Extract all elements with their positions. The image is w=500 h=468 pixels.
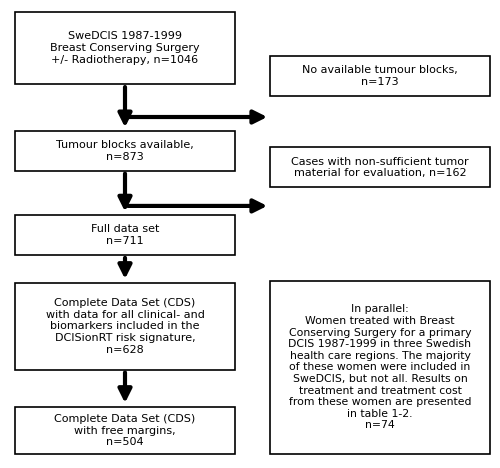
FancyBboxPatch shape — [270, 56, 490, 96]
FancyBboxPatch shape — [270, 147, 490, 187]
FancyBboxPatch shape — [15, 407, 235, 454]
Text: Tumour blocks available,
n=873: Tumour blocks available, n=873 — [56, 140, 194, 162]
Text: Complete Data Set (CDS)
with free margins,
n=504: Complete Data Set (CDS) with free margin… — [54, 414, 196, 447]
Text: Full data set
n=711: Full data set n=711 — [91, 224, 159, 246]
Text: Cases with non-sufficient tumor
material for evaluation, n=162: Cases with non-sufficient tumor material… — [291, 156, 469, 178]
FancyBboxPatch shape — [270, 281, 490, 454]
FancyBboxPatch shape — [15, 283, 235, 370]
FancyBboxPatch shape — [15, 215, 235, 255]
Text: In parallel:
Women treated with Breast
Conserving Surgery for a primary
DCIS 198: In parallel: Women treated with Breast C… — [288, 304, 472, 431]
Text: SweDCIS 1987-1999
Breast Conserving Surgery
+/- Radiotherapy, n=1046: SweDCIS 1987-1999 Breast Conserving Surg… — [50, 31, 200, 65]
Text: Complete Data Set (CDS)
with data for all clinical- and
biomarkers included in t: Complete Data Set (CDS) with data for al… — [46, 298, 204, 355]
Text: No available tumour blocks,
n=173: No available tumour blocks, n=173 — [302, 65, 458, 87]
FancyBboxPatch shape — [15, 131, 235, 171]
FancyBboxPatch shape — [15, 12, 235, 84]
